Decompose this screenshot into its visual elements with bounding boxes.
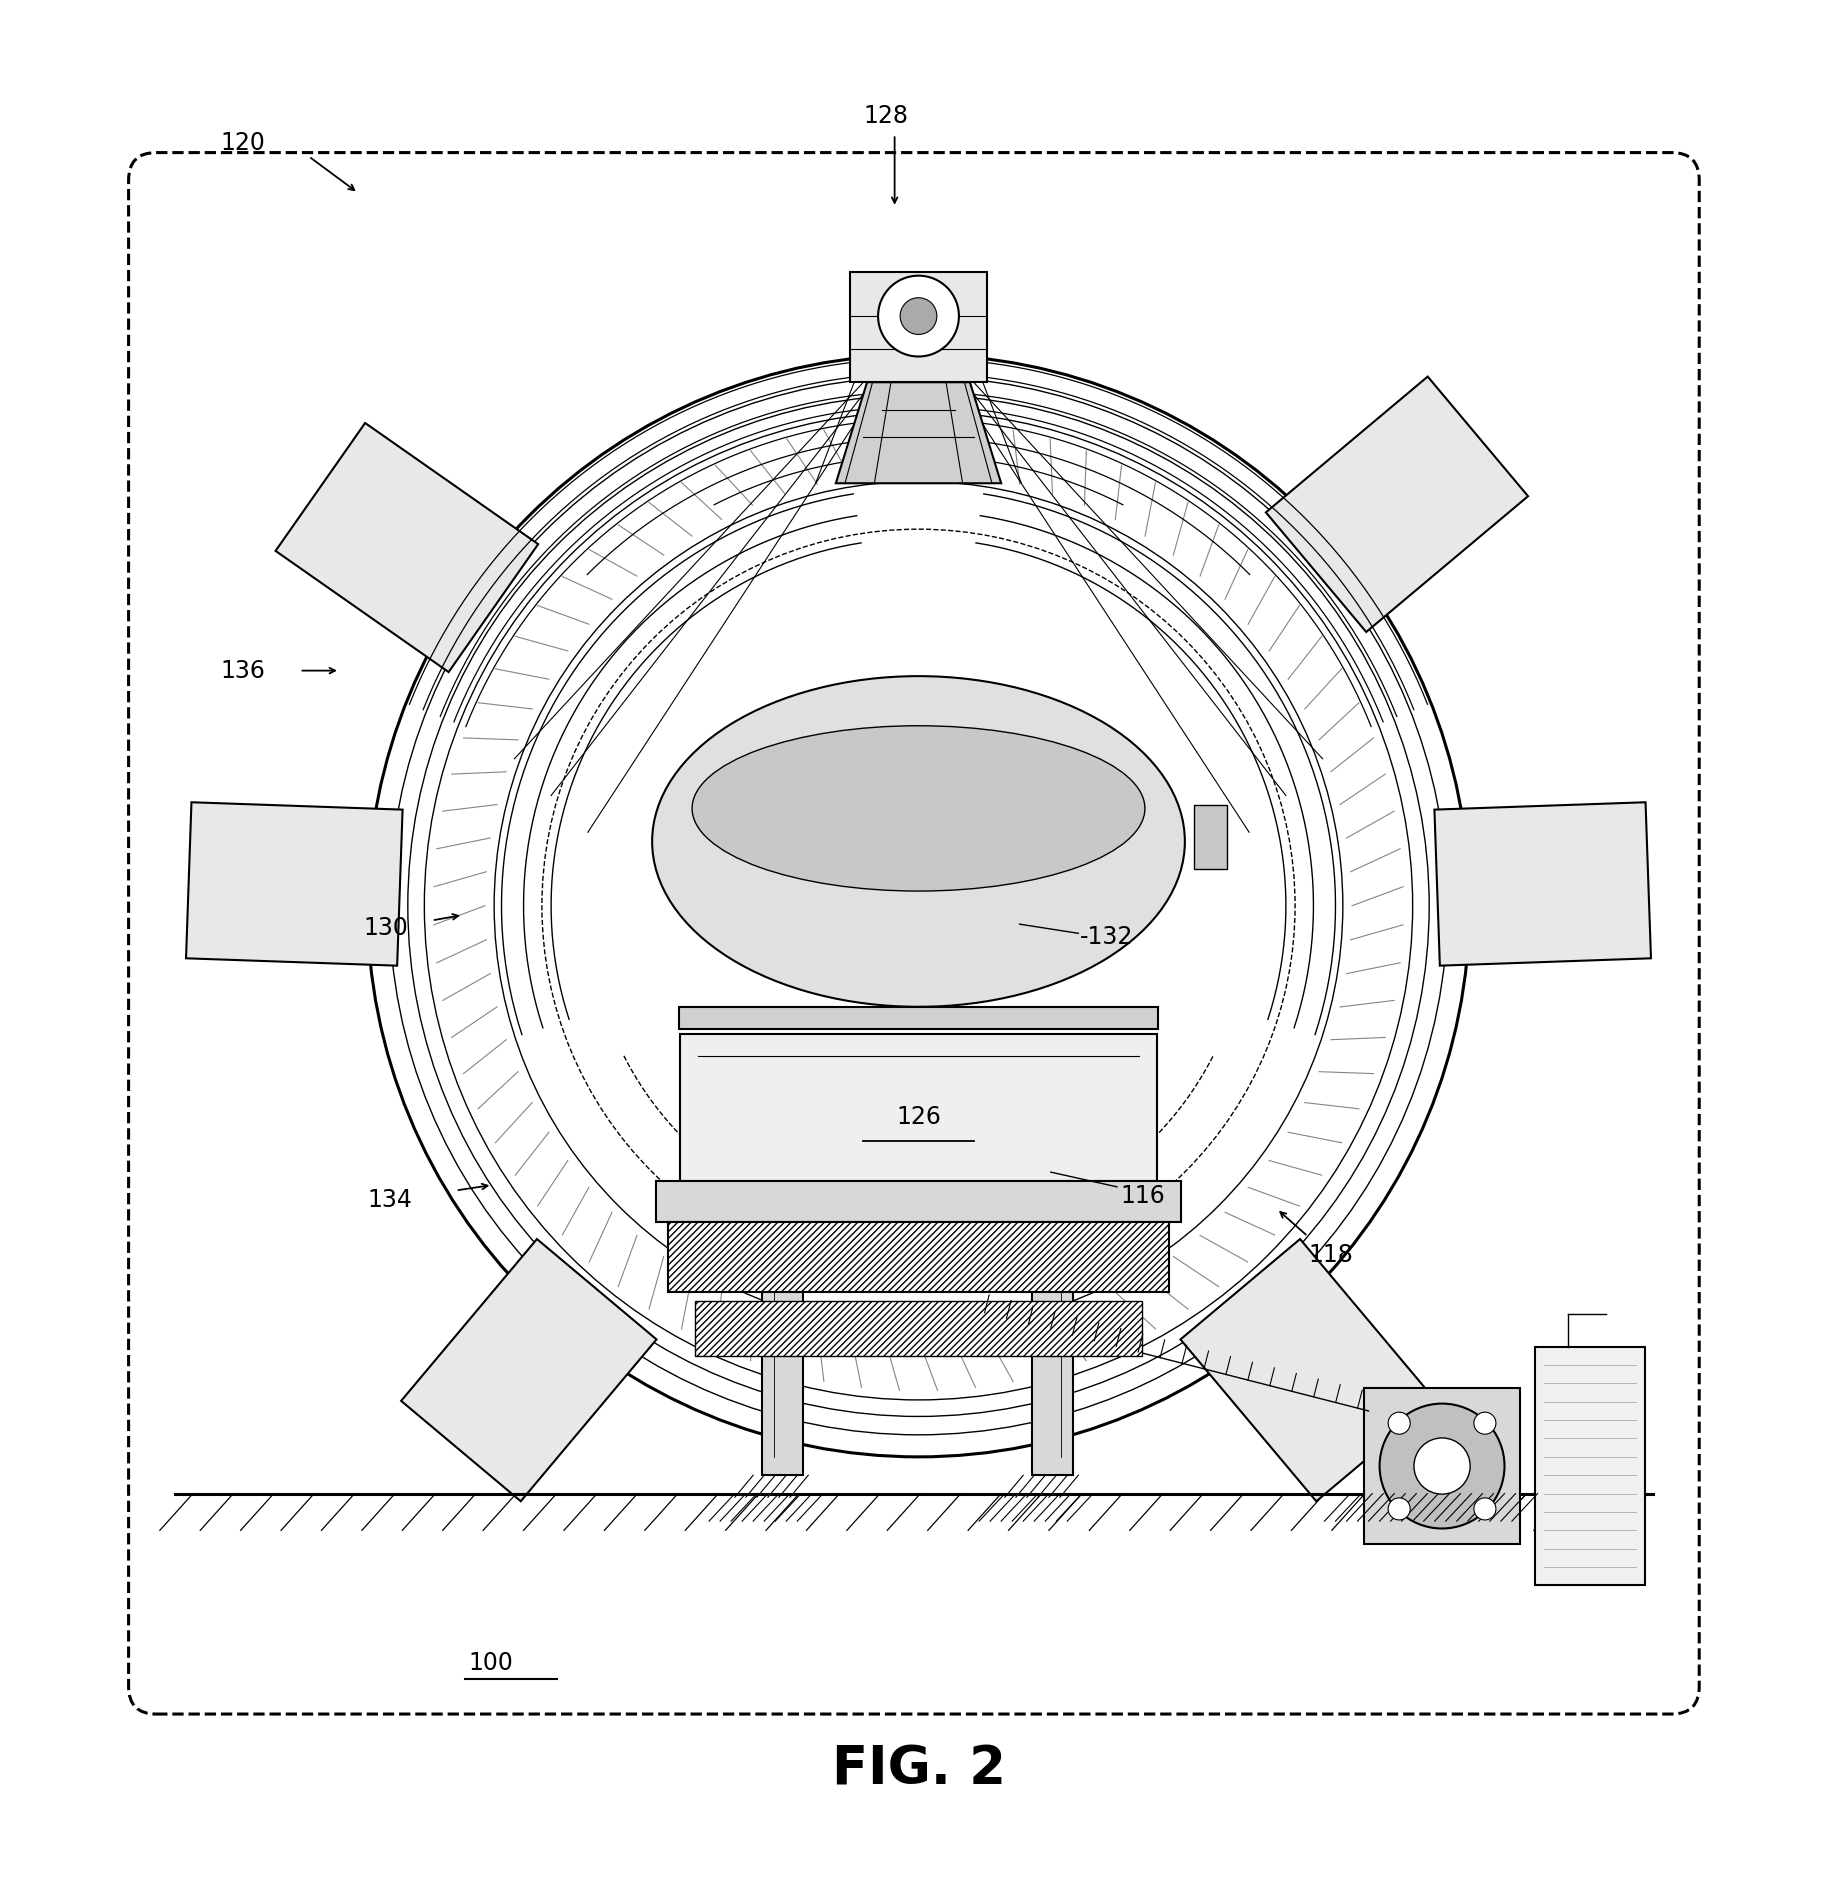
Polygon shape <box>836 383 1001 483</box>
Circle shape <box>1473 1412 1495 1434</box>
Text: 130: 130 <box>364 916 408 941</box>
Circle shape <box>878 275 959 356</box>
Polygon shape <box>186 803 402 965</box>
Text: 120: 120 <box>220 132 265 155</box>
Circle shape <box>1414 1438 1470 1495</box>
Text: 128: 128 <box>863 104 907 128</box>
Bar <box>694 1301 1143 1355</box>
Bar <box>1194 805 1227 869</box>
Ellipse shape <box>693 726 1144 892</box>
Circle shape <box>1389 1499 1411 1519</box>
Polygon shape <box>1181 1238 1437 1500</box>
Text: FIG. 2: FIG. 2 <box>832 1744 1005 1795</box>
Circle shape <box>1389 1412 1411 1434</box>
Bar <box>656 1182 1181 1221</box>
Circle shape <box>1380 1404 1505 1529</box>
Bar <box>1032 1221 1073 1476</box>
Polygon shape <box>276 422 538 673</box>
Polygon shape <box>1266 377 1528 631</box>
Circle shape <box>900 298 937 334</box>
Text: 116: 116 <box>1121 1184 1165 1208</box>
Text: 118: 118 <box>1308 1242 1352 1267</box>
Polygon shape <box>400 1238 656 1500</box>
Bar <box>669 1221 1170 1291</box>
Bar <box>680 1035 1157 1182</box>
Text: 126: 126 <box>896 1105 941 1129</box>
Bar <box>1534 1346 1646 1585</box>
Text: 134: 134 <box>367 1188 411 1212</box>
Text: -132: -132 <box>1080 926 1133 948</box>
Bar <box>1363 1387 1521 1544</box>
Bar <box>851 271 988 383</box>
Polygon shape <box>1435 803 1651 965</box>
Ellipse shape <box>652 677 1185 1007</box>
Circle shape <box>1473 1499 1495 1519</box>
Bar <box>762 1221 803 1476</box>
Bar <box>680 1007 1159 1029</box>
Text: 136: 136 <box>220 658 265 682</box>
Text: 100: 100 <box>468 1651 513 1674</box>
